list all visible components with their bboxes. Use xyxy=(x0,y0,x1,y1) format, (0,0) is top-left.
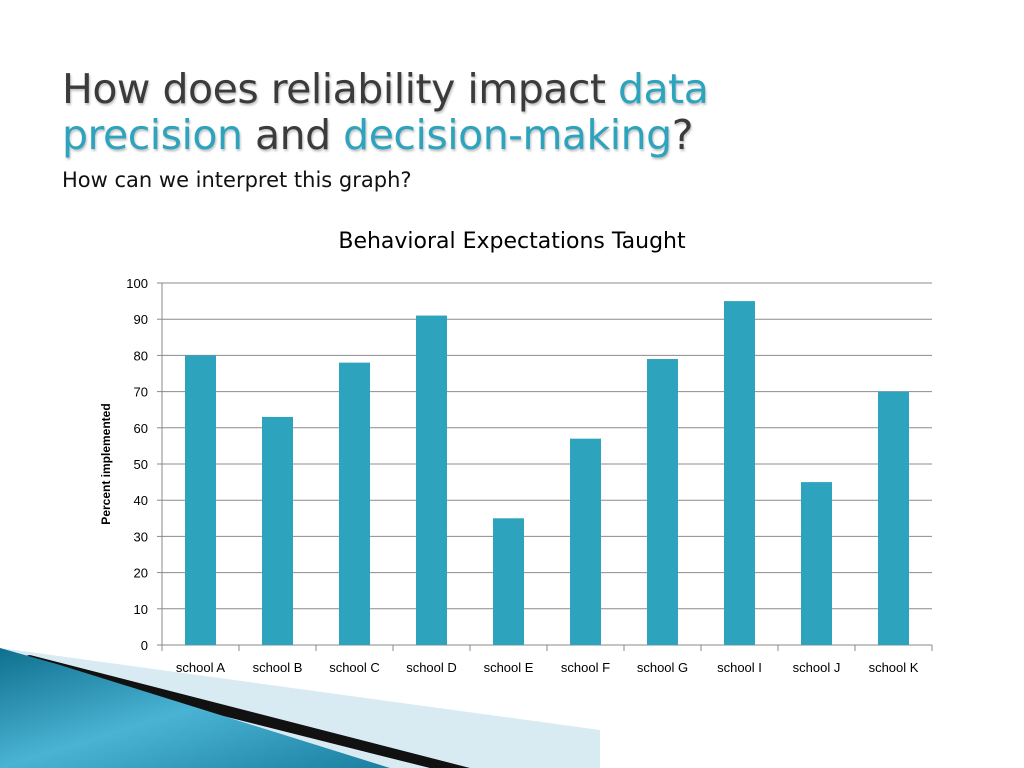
chart-title: Behavioral Expectations Taught xyxy=(338,229,686,254)
x-tick-label: school A xyxy=(176,660,225,675)
bar-school-e xyxy=(493,518,524,645)
x-tick-label: school F xyxy=(561,660,610,675)
y-tick-label: 80 xyxy=(134,348,148,363)
x-tick-label: school D xyxy=(406,660,457,675)
bar-school-d xyxy=(416,315,447,645)
y-tick-label: 30 xyxy=(134,529,148,544)
x-tick-label: school B xyxy=(253,660,303,675)
x-tick-label: school K xyxy=(869,660,919,675)
y-tick-label: 90 xyxy=(134,312,148,327)
y-tick-label: 70 xyxy=(134,385,148,400)
y-tick-label: 10 xyxy=(134,602,148,617)
slide-title: How does reliability impact data precisio… xyxy=(62,65,709,159)
x-tick-label: school E xyxy=(484,660,534,675)
y-tick-label: 50 xyxy=(134,457,148,472)
y-tick-label: 0 xyxy=(141,638,148,653)
bar-school-c xyxy=(339,362,370,645)
bar-school-j xyxy=(801,482,832,645)
x-tick-label: school G xyxy=(637,660,688,675)
bar-school-g xyxy=(647,359,678,645)
slide-subtitle: How can we interpret this graph? xyxy=(62,168,412,192)
y-tick-label: 40 xyxy=(134,493,148,508)
y-tick-label: 20 xyxy=(134,566,148,581)
bar-school-a xyxy=(185,355,216,645)
x-tick-label: school C xyxy=(329,660,380,675)
y-axis-label: Percent implemented xyxy=(99,403,113,524)
x-tick-label: school J xyxy=(793,660,841,675)
bar-school-b xyxy=(262,416,293,645)
bar-school-k xyxy=(878,391,909,645)
decor-blue-wedge xyxy=(0,648,390,768)
x-tick-label: school I xyxy=(717,660,762,675)
bar-school-f xyxy=(570,438,601,645)
bar-school-i xyxy=(724,301,755,645)
y-tick-label: 100 xyxy=(126,276,148,291)
y-tick-label: 60 xyxy=(134,421,148,436)
